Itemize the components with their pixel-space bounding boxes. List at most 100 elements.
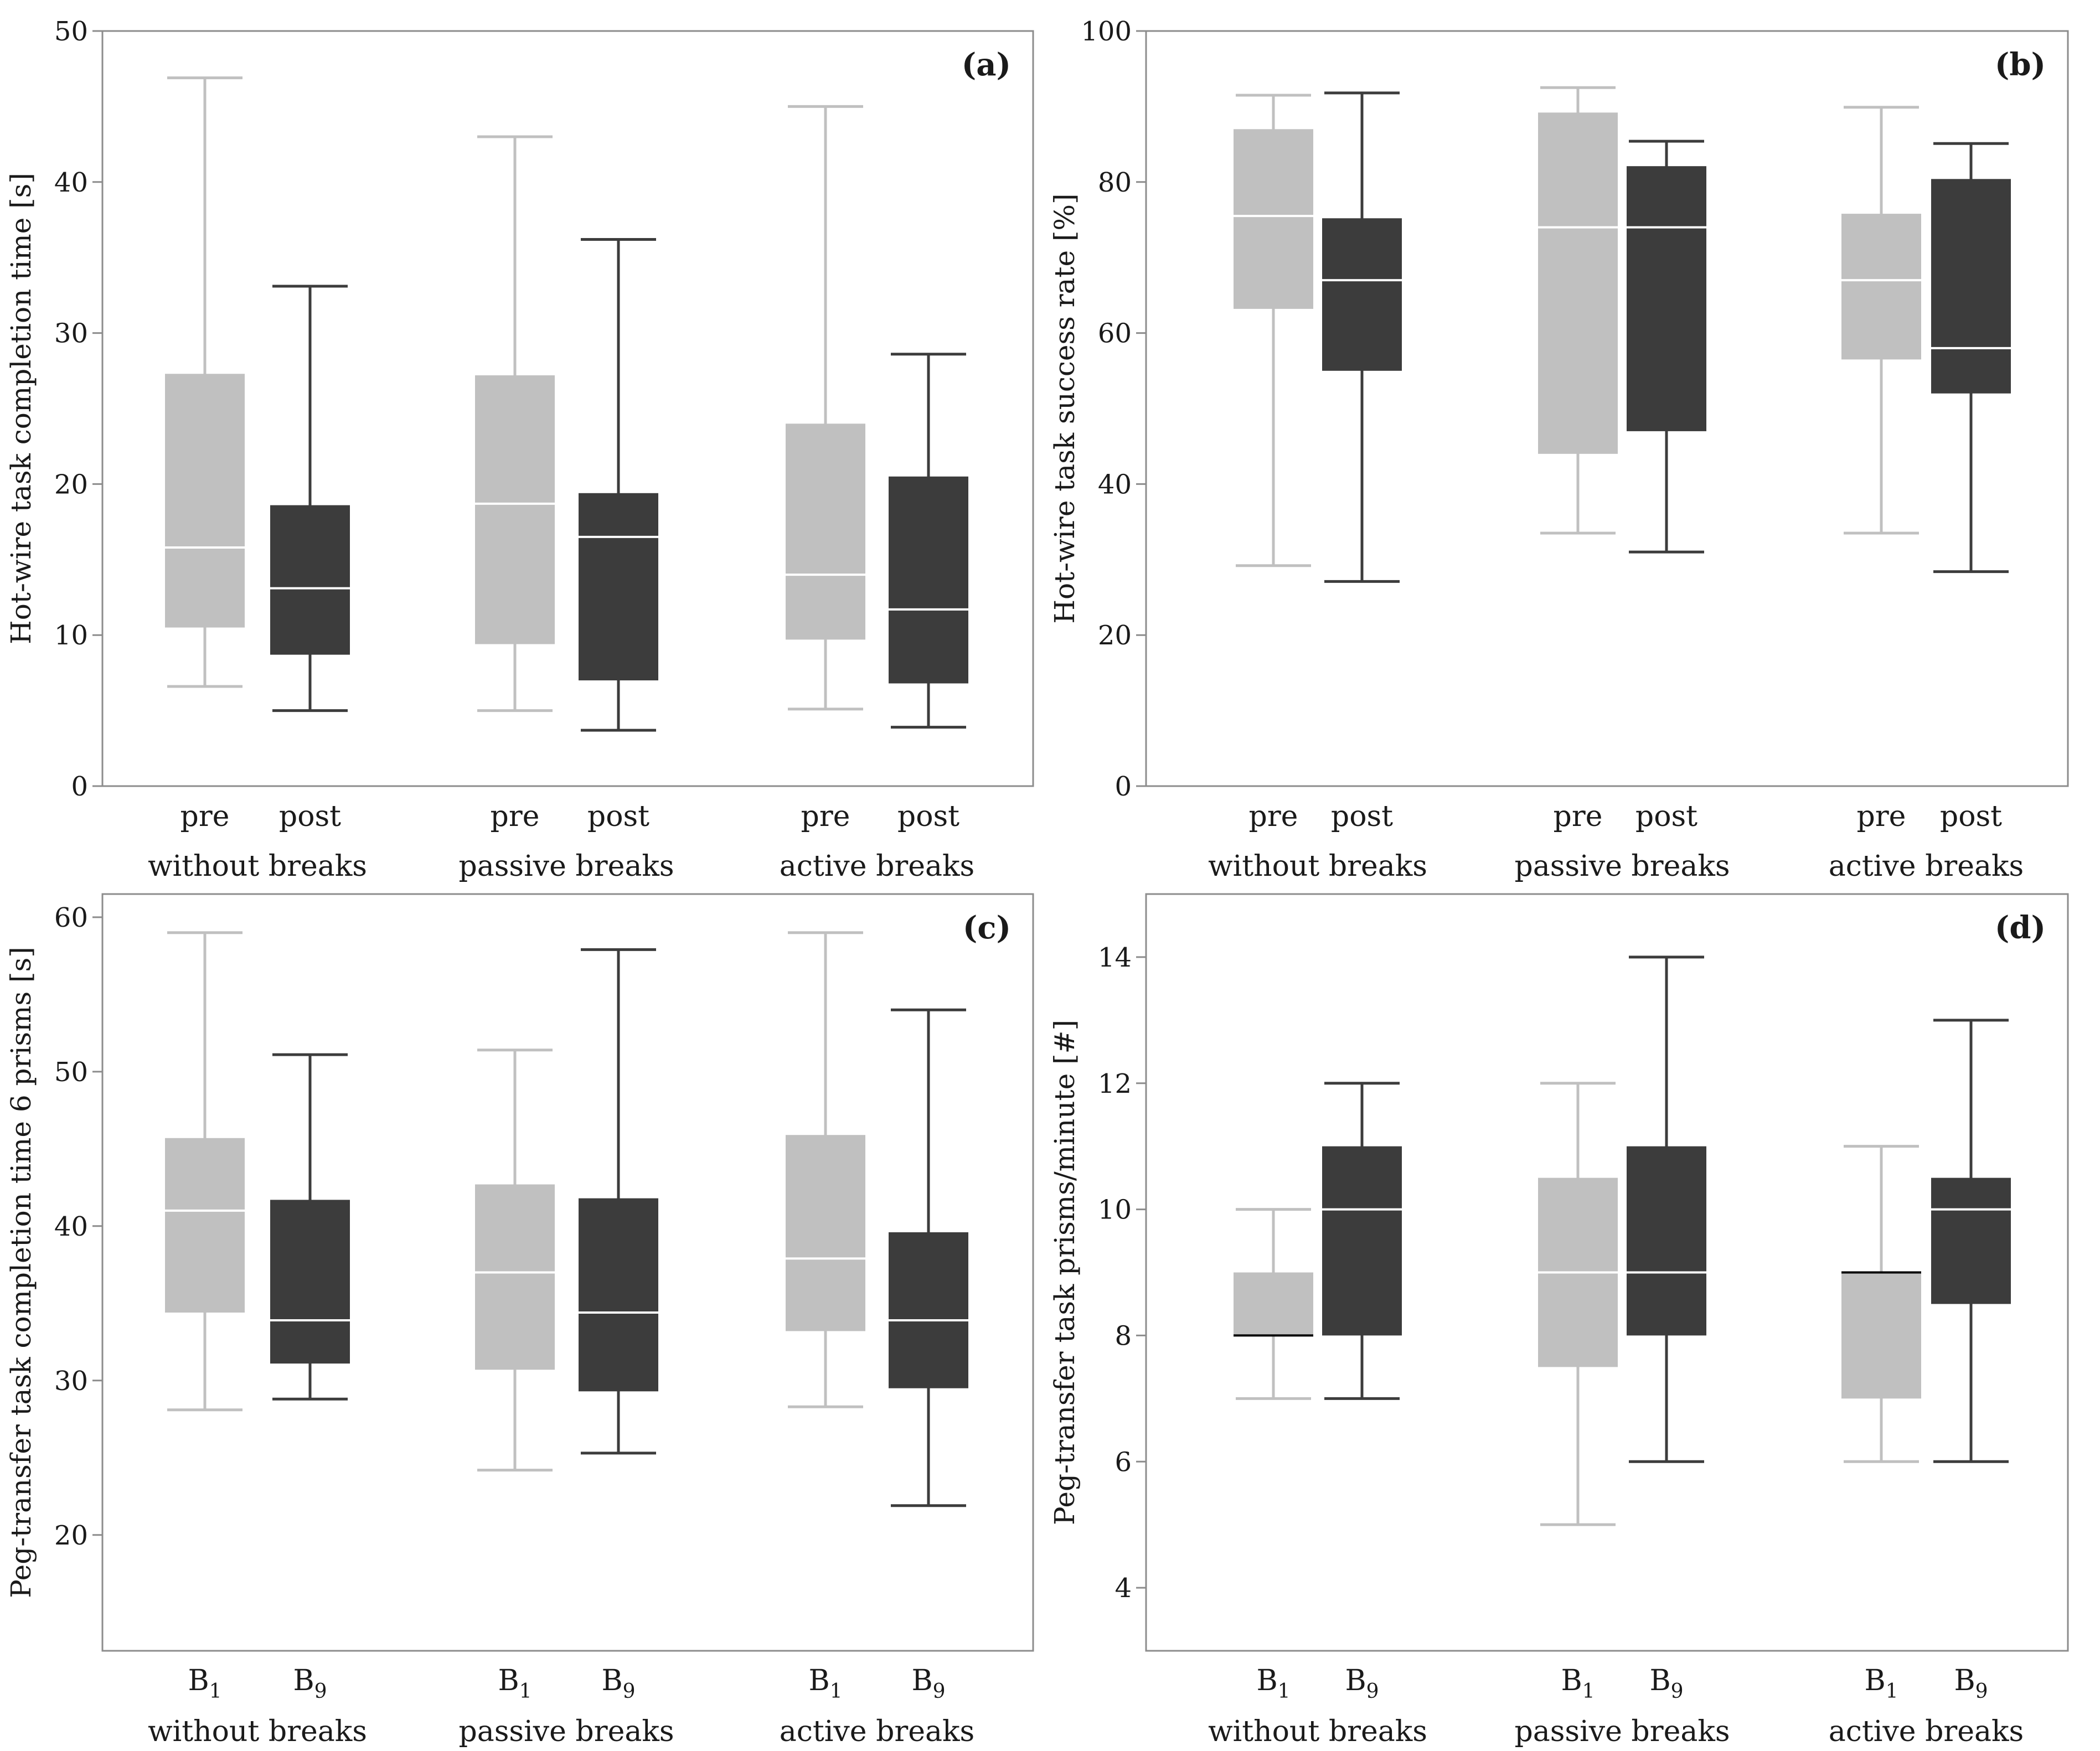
panel-d: 4 6 8 10 12 14 Peg-transfer task prisms/minute… bbox=[1049, 893, 2069, 1748]
x-subcategory-subscript: 9 bbox=[623, 1680, 636, 1703]
y-tick-label: 40 bbox=[1098, 469, 1132, 500]
plot-frame bbox=[101, 30, 1034, 787]
x-subcategory-base: B bbox=[601, 1664, 622, 1697]
box-iqr bbox=[1538, 112, 1618, 454]
x-subcategory-label: B9 bbox=[1345, 1664, 1379, 1703]
x-subcategory-label: B1 bbox=[188, 1664, 221, 1703]
x-subcategory-subscript: 9 bbox=[933, 1680, 946, 1703]
x-subcategory-label: B9 bbox=[911, 1664, 945, 1703]
x-subcategory-subscript: 1 bbox=[519, 1680, 532, 1703]
panel-c: 20 30 40 50 60 Peg-transfer task completion t… bbox=[5, 893, 1034, 1748]
x-group-label: passive breaks bbox=[458, 850, 674, 883]
box-pre bbox=[165, 931, 245, 1412]
x-group-label: without breaks bbox=[148, 1715, 367, 1748]
x-group-label: active breaks bbox=[1829, 1715, 2024, 1748]
x-subcategory-base: pre bbox=[1249, 800, 1298, 833]
box-pre bbox=[475, 1048, 555, 1472]
y-tick-label: 10 bbox=[1098, 1195, 1132, 1226]
box-iqr bbox=[165, 1138, 245, 1313]
x-subcategory-base: B bbox=[1256, 1664, 1277, 1697]
x-subcategory-label: B1 bbox=[1864, 1664, 1898, 1703]
box-post bbox=[1322, 91, 1402, 583]
x-group-label: active breaks bbox=[780, 1715, 974, 1748]
x-subcategory-label: pre bbox=[1857, 800, 1906, 833]
box-iqr bbox=[1931, 179, 2011, 394]
x-subcategory-label: post bbox=[279, 800, 341, 833]
box-iqr bbox=[270, 505, 350, 655]
box-iqr bbox=[1627, 1146, 1706, 1336]
x-subcategory-base: B bbox=[293, 1664, 314, 1697]
box-iqr bbox=[165, 374, 245, 628]
panel-label: (b) bbox=[1995, 47, 2046, 83]
box-iqr bbox=[889, 476, 968, 684]
x-group-label: active breaks bbox=[1829, 850, 2024, 883]
x-subcategory-base: pre bbox=[1857, 800, 1906, 833]
x-subcategory-subscript: 1 bbox=[830, 1680, 843, 1703]
box-iqr bbox=[1841, 1272, 1921, 1399]
x-subcategory-label: pre bbox=[180, 800, 230, 833]
box-post bbox=[579, 237, 658, 732]
box-iqr bbox=[786, 1135, 865, 1331]
y-tick-label: 50 bbox=[54, 1057, 88, 1088]
x-subcategory-base: B bbox=[1864, 1664, 1885, 1697]
x-group-label: passive breaks bbox=[1514, 1715, 1730, 1748]
y-tick-label: 8 bbox=[1115, 1320, 1132, 1351]
y-tick-label: 60 bbox=[54, 902, 88, 933]
box-post bbox=[1322, 1082, 1402, 1400]
y-tick-label: 100 bbox=[1081, 16, 1132, 47]
box-iqr bbox=[579, 493, 658, 681]
panel-a: 0 10 20 30 40 50 Hot-wire task completion time… bbox=[5, 16, 1034, 883]
box-pre bbox=[1538, 86, 1618, 535]
x-subcategory-label: B9 bbox=[293, 1664, 327, 1703]
y-tick-label: 12 bbox=[1098, 1068, 1132, 1099]
box-post bbox=[889, 1008, 968, 1507]
box-iqr bbox=[786, 423, 865, 640]
x-subcategory-label: B9 bbox=[1649, 1664, 1683, 1703]
y-tick-label: 30 bbox=[54, 318, 88, 349]
plot-frame bbox=[1145, 30, 2069, 787]
box-pre bbox=[1234, 94, 1313, 567]
box-post bbox=[1627, 955, 1706, 1463]
y-tick-label: 20 bbox=[54, 469, 88, 500]
box-pre bbox=[786, 931, 865, 1408]
box-post bbox=[1627, 140, 1706, 554]
y-tick-label: 30 bbox=[54, 1366, 88, 1397]
x-subcategory-base: post bbox=[587, 800, 649, 833]
y-tick-label: 40 bbox=[54, 1211, 88, 1242]
y-tick-label: 20 bbox=[54, 1520, 88, 1551]
x-subcategory-label: B9 bbox=[601, 1664, 635, 1703]
x-group-label: without breaks bbox=[1208, 850, 1427, 883]
x-subcategory-base: pre bbox=[1554, 800, 1603, 833]
panel-label: (d) bbox=[1995, 910, 2046, 946]
x-subcategory-subscript: 1 bbox=[1582, 1680, 1595, 1703]
x-subcategory-label: B9 bbox=[1954, 1664, 1988, 1703]
x-subcategory-label: B1 bbox=[808, 1664, 842, 1703]
x-group-label: without breaks bbox=[1208, 1715, 1427, 1748]
box-post bbox=[270, 285, 350, 712]
x-subcategory-base: B bbox=[1954, 1664, 1975, 1697]
x-subcategory-base: post bbox=[279, 800, 341, 833]
x-subcategory-label: post bbox=[1331, 800, 1393, 833]
x-subcategory-subscript: 9 bbox=[1671, 1680, 1684, 1703]
box-pre bbox=[1841, 1145, 1921, 1463]
box-pre bbox=[1538, 1082, 1618, 1526]
y-tick-label: 20 bbox=[1098, 620, 1132, 651]
y-tick-label: 0 bbox=[1115, 771, 1132, 802]
box-iqr bbox=[1322, 218, 1402, 371]
box-pre bbox=[165, 76, 245, 688]
box-iqr bbox=[1234, 129, 1313, 309]
x-subcategory-base: post bbox=[1635, 800, 1697, 833]
x-subcategory-base: B bbox=[1345, 1664, 1366, 1697]
x-subcategory-subscript: 9 bbox=[1975, 1680, 1988, 1703]
y-tick-label: 60 bbox=[1098, 318, 1132, 349]
x-group-label: passive breaks bbox=[1514, 850, 1730, 883]
x-subcategory-subscript: 9 bbox=[314, 1680, 327, 1703]
box-iqr bbox=[1841, 214, 1921, 360]
x-subcategory-label: post bbox=[587, 800, 649, 833]
x-subcategory-base: B bbox=[911, 1664, 932, 1697]
x-subcategory-base: post bbox=[897, 800, 959, 833]
box-iqr bbox=[1234, 1272, 1313, 1336]
box-post bbox=[270, 1053, 350, 1401]
y-tick-label: 10 bbox=[54, 620, 88, 651]
y-tick-label: 6 bbox=[1115, 1447, 1132, 1478]
